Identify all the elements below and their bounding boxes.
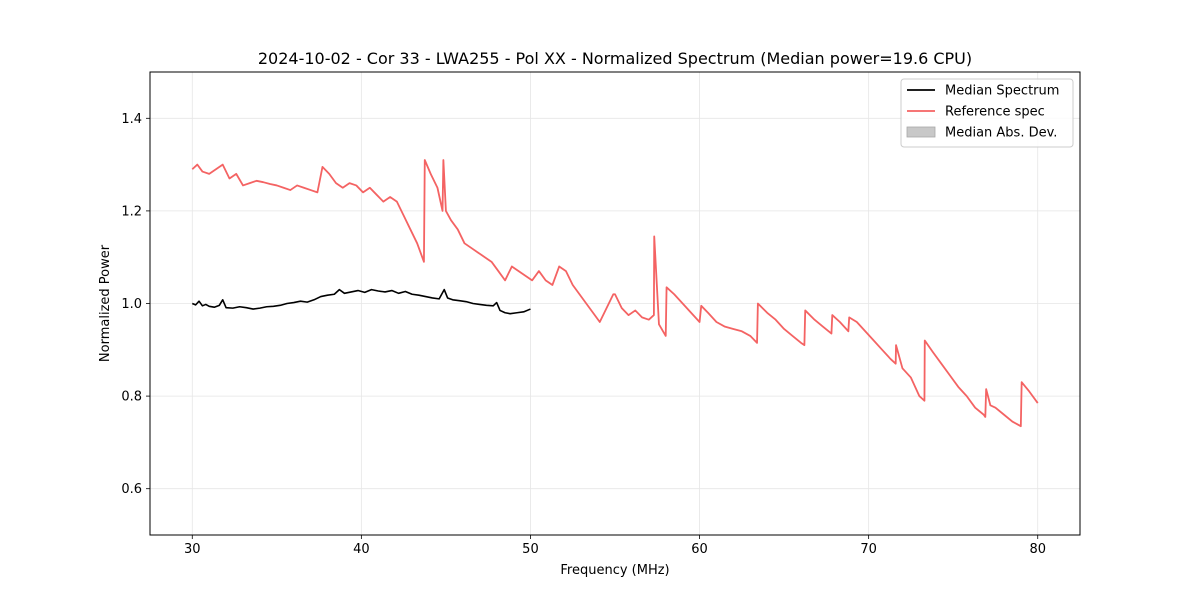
x-tick-label: 60 xyxy=(691,542,708,557)
legend: Median Spectrum Reference spec Median Abs.… xyxy=(900,78,1074,148)
median-spectrum-line xyxy=(191,288,531,315)
x-tick-label: 30 xyxy=(184,542,201,557)
legend-box xyxy=(900,78,1074,148)
legend-label: Reference spec xyxy=(945,105,1045,120)
y-axis-label: Normalized Power xyxy=(98,244,113,362)
x-tick-label: 50 xyxy=(522,542,539,557)
legend-label: Median Spectrum xyxy=(945,84,1059,99)
x-tick-label: 80 xyxy=(1029,542,1046,557)
chart-title: 2024-10-02 - Cor 33 - LWA255 - Pol XX - … xyxy=(258,49,972,68)
series-group xyxy=(191,159,1039,428)
y-tick-label: 0.6 xyxy=(121,482,142,497)
legend-label: Median Abs. Dev. xyxy=(945,126,1057,141)
y-tick-label: 1.4 xyxy=(121,112,142,127)
x-tick-label: 40 xyxy=(353,542,370,557)
x-tick-label: 70 xyxy=(860,542,877,557)
y-tick-label: 1.2 xyxy=(121,204,142,219)
x-axis-label: Frequency (MHz) xyxy=(560,563,669,578)
y-tick-label: 1.0 xyxy=(121,297,142,312)
reference-spec-line xyxy=(191,159,1039,428)
y-axis: 0.6 0.8 1.0 1.2 1.4 xyxy=(121,112,150,497)
x-axis: 30 40 50 60 70 80 xyxy=(184,535,1046,557)
legend-swatch xyxy=(906,126,936,138)
y-tick-label: 0.8 xyxy=(121,390,142,405)
